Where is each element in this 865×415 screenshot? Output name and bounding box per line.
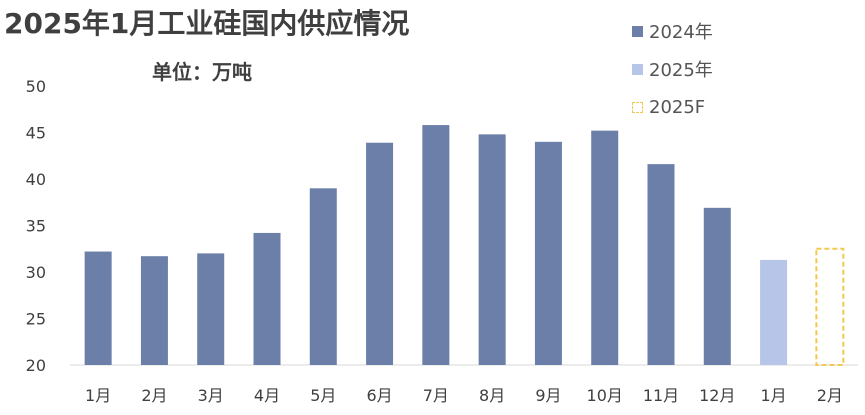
y-tick-label: 30 — [26, 263, 46, 282]
bar-2025 — [760, 259, 788, 365]
x-tick-label: 12月 — [699, 386, 735, 405]
bar-2024 — [703, 207, 731, 365]
bar-2024 — [478, 134, 506, 365]
bar-2024 — [140, 256, 168, 365]
x-tick-label: 9月 — [535, 386, 561, 405]
x-tick-label: 4月 — [254, 386, 280, 405]
x-tick-label: 8月 — [479, 386, 505, 405]
bar-2024 — [197, 253, 225, 365]
bar-2024 — [84, 251, 112, 365]
bar-2024 — [422, 125, 450, 365]
chart-subtitle: 单位：万吨 — [152, 60, 252, 84]
bar-2024 — [309, 188, 337, 365]
legend-swatch-2025 — [632, 63, 643, 75]
chart-title: 2025年1月工业硅国内供应情况 — [4, 7, 410, 40]
legend-label-2025: 2025年 — [649, 60, 713, 81]
x-tick-label: 2月 — [141, 386, 167, 405]
legend-swatch-2025f — [632, 101, 643, 113]
y-tick-label: 50 — [26, 77, 46, 96]
legend-label-2025f: 2025F — [649, 96, 706, 118]
x-tick-label: 10月 — [587, 386, 623, 405]
x-tick-label: 11月 — [643, 386, 679, 405]
legend-item-2024: 2024年 — [632, 12, 713, 50]
bar-2024 — [647, 164, 675, 365]
x-tick-label: 1月 — [760, 386, 786, 405]
legend-label-2024: 2024年 — [649, 22, 713, 43]
bar-2024 — [253, 232, 281, 365]
legend: 2024年 2025年 2025F — [632, 12, 713, 126]
x-tick-label: 6月 — [366, 386, 392, 405]
x-tick-label: 3月 — [198, 386, 224, 405]
x-tick-label: 5月 — [310, 386, 336, 405]
x-tick-label: 7月 — [423, 386, 449, 405]
x-tick-label: 2月 — [817, 386, 843, 405]
legend-item-2025f: 2025F — [632, 88, 713, 126]
x-tick-label: 1月 — [85, 386, 111, 405]
y-tick-label: 20 — [26, 356, 46, 375]
legend-item-2025: 2025年 — [632, 50, 713, 88]
y-tick-label: 45 — [26, 124, 46, 143]
y-tick-label: 35 — [26, 217, 46, 236]
legend-swatch-2024 — [632, 25, 643, 37]
y-tick-label: 40 — [26, 170, 46, 189]
y-tick-label: 25 — [26, 310, 46, 329]
bar-2024 — [591, 130, 619, 365]
bar-2024 — [366, 142, 394, 365]
bar-2025f — [815, 247, 845, 366]
bar-2024 — [534, 141, 562, 365]
